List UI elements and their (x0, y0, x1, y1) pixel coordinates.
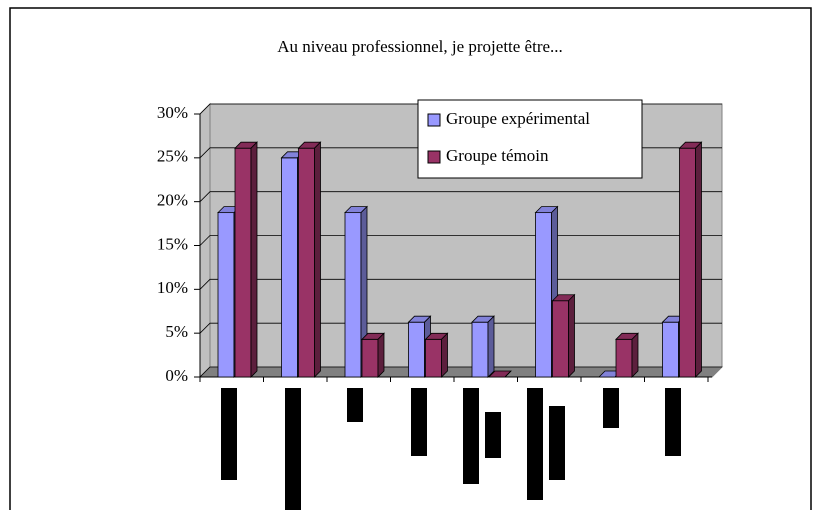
bar-side (631, 332, 639, 378)
y-tick-label: 5% (165, 322, 188, 341)
floor (198, 366, 724, 378)
bar (361, 338, 379, 378)
bar-side (568, 293, 575, 378)
chart-title: Au niveau professionnel, je projette êtr… (277, 37, 563, 56)
legend-label: Groupe expérimental (446, 109, 590, 128)
bar (471, 321, 489, 378)
bar (662, 321, 679, 378)
y-tick-label: 25% (157, 147, 188, 166)
bar (552, 300, 569, 378)
grid-line (199, 191, 722, 202)
bar (281, 157, 298, 378)
bar (234, 147, 252, 378)
bar (408, 321, 425, 378)
legend-label: Groupe témoin (446, 146, 549, 165)
y-tick-label: 0% (165, 366, 188, 385)
bar (298, 147, 315, 378)
y-tick-label: 15% (157, 234, 188, 253)
legend-box (417, 99, 643, 179)
bar-side (695, 141, 702, 378)
bar (679, 147, 696, 378)
chart-frame (9, 7, 812, 510)
legend-swatch (427, 113, 441, 127)
bar-side (504, 370, 512, 378)
bar (425, 338, 442, 378)
bar (217, 212, 235, 378)
bar (535, 212, 552, 378)
redactions (221, 388, 681, 510)
bar-side (487, 315, 495, 378)
y-tick-label: 30% (157, 103, 188, 122)
bar-side (250, 141, 258, 378)
bar (344, 212, 362, 378)
y-tick-label: 10% (157, 278, 188, 297)
legend-swatch (427, 150, 441, 164)
bar-side (377, 332, 385, 378)
bar (615, 338, 633, 378)
bar-side (314, 141, 321, 378)
y-tick-label: 20% (157, 191, 188, 210)
bar-side (441, 332, 448, 378)
